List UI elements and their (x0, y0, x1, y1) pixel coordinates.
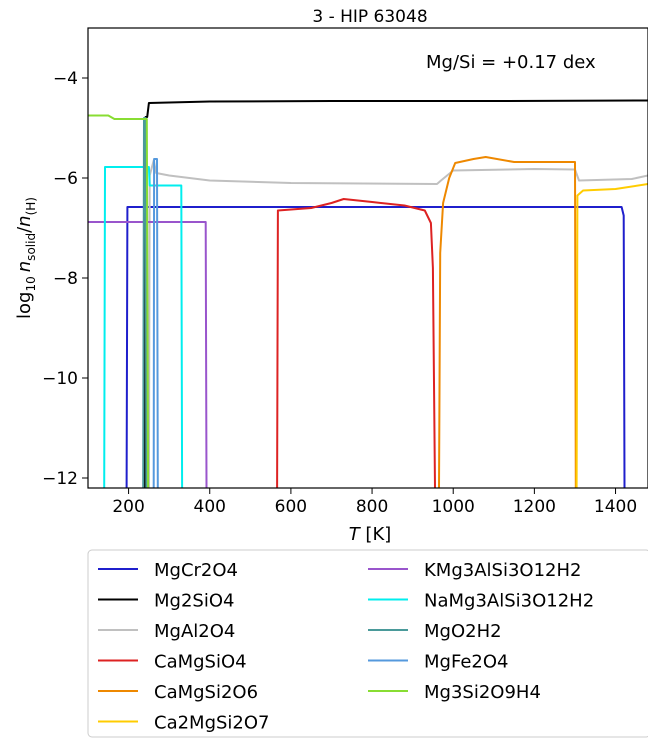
y-axis-label-solid: solid (24, 233, 38, 261)
legend-label-mgfe2o4: MgFe2O4 (424, 652, 508, 673)
series-line-camgsio4 (277, 199, 435, 488)
x-axis-ticks: 200 400 600 800 1000 1200 1400 (112, 488, 637, 517)
chart-title: 3 - HIP 63048 (312, 7, 427, 27)
y-axis-label: log10nsolid/n(H) (14, 197, 38, 319)
legend-label-ca2mgsi2o7: Ca2MgSi2O7 (154, 713, 270, 734)
series-line-mgal2o4 (149, 161, 648, 489)
x-tick-label: 1400 (594, 497, 637, 517)
y-axis-label-n1: n (14, 261, 35, 272)
x-tick-label: 400 (194, 497, 226, 517)
series-line-mg3si2o9h4 (88, 116, 148, 489)
legend-label-camgsio4: CaMgSiO4 (154, 652, 247, 673)
series-line-mgfe2o4 (154, 159, 158, 488)
x-axis-label-unit: [K] (360, 524, 392, 545)
x-tick-label: 800 (356, 497, 388, 517)
legend-label-namg3alsi3o12h2: NaMg3AlSi3O12H2 (424, 591, 594, 612)
y-axis-label-h: (H) (24, 197, 38, 215)
y-tick-label: −6 (53, 169, 78, 189)
series-line-mg2sio4 (145, 101, 648, 489)
annotation-mg-si: Mg/Si = +0.17 dex (426, 52, 596, 73)
legend-label-kmg3alsi3o12h2: KMg3AlSi3O12H2 (424, 560, 581, 581)
y-axis-label-log: log (14, 292, 35, 319)
series-line-ca2mgsi2o7 (577, 184, 648, 488)
legend-label-mgo2h2: MgO2H2 (424, 621, 502, 642)
legend-label-mg3si2o9h4: Mg3Si2O9H4 (424, 682, 541, 703)
x-tick-label: 1200 (513, 497, 556, 517)
legend: MgCr2O4 Mg2SiO4 MgAl2O4 CaMgSiO4 CaMgSi2O6 Ca… (88, 550, 648, 737)
y-axis-ticks: −4 −6 −8 −10 −12 (42, 69, 88, 489)
legend-label-mg2sio4: Mg2SiO4 (154, 591, 234, 612)
plot-frame (88, 28, 648, 488)
y-tick-label: −8 (53, 269, 78, 289)
y-axis-label-n2: n (14, 215, 35, 226)
legend-label-mgal2o4: MgAl2O4 (154, 621, 235, 642)
legend-label-mgcr2o4: MgCr2O4 (154, 560, 238, 581)
y-tick-label: −10 (42, 369, 78, 389)
x-tick-label: 1000 (432, 497, 475, 517)
x-tick-label: 200 (112, 497, 144, 517)
y-axis-label-log-base: 10 (24, 276, 38, 291)
y-tick-label: −4 (53, 69, 78, 89)
y-tick-label: −12 (42, 469, 78, 489)
series-layer (88, 101, 648, 489)
series-line-mgcr2o4 (127, 207, 625, 488)
x-axis-label: T [K] (349, 524, 392, 545)
legend-label-camgsi2o6: CaMgSi2O6 (154, 682, 258, 703)
x-tick-label: 600 (275, 497, 307, 517)
